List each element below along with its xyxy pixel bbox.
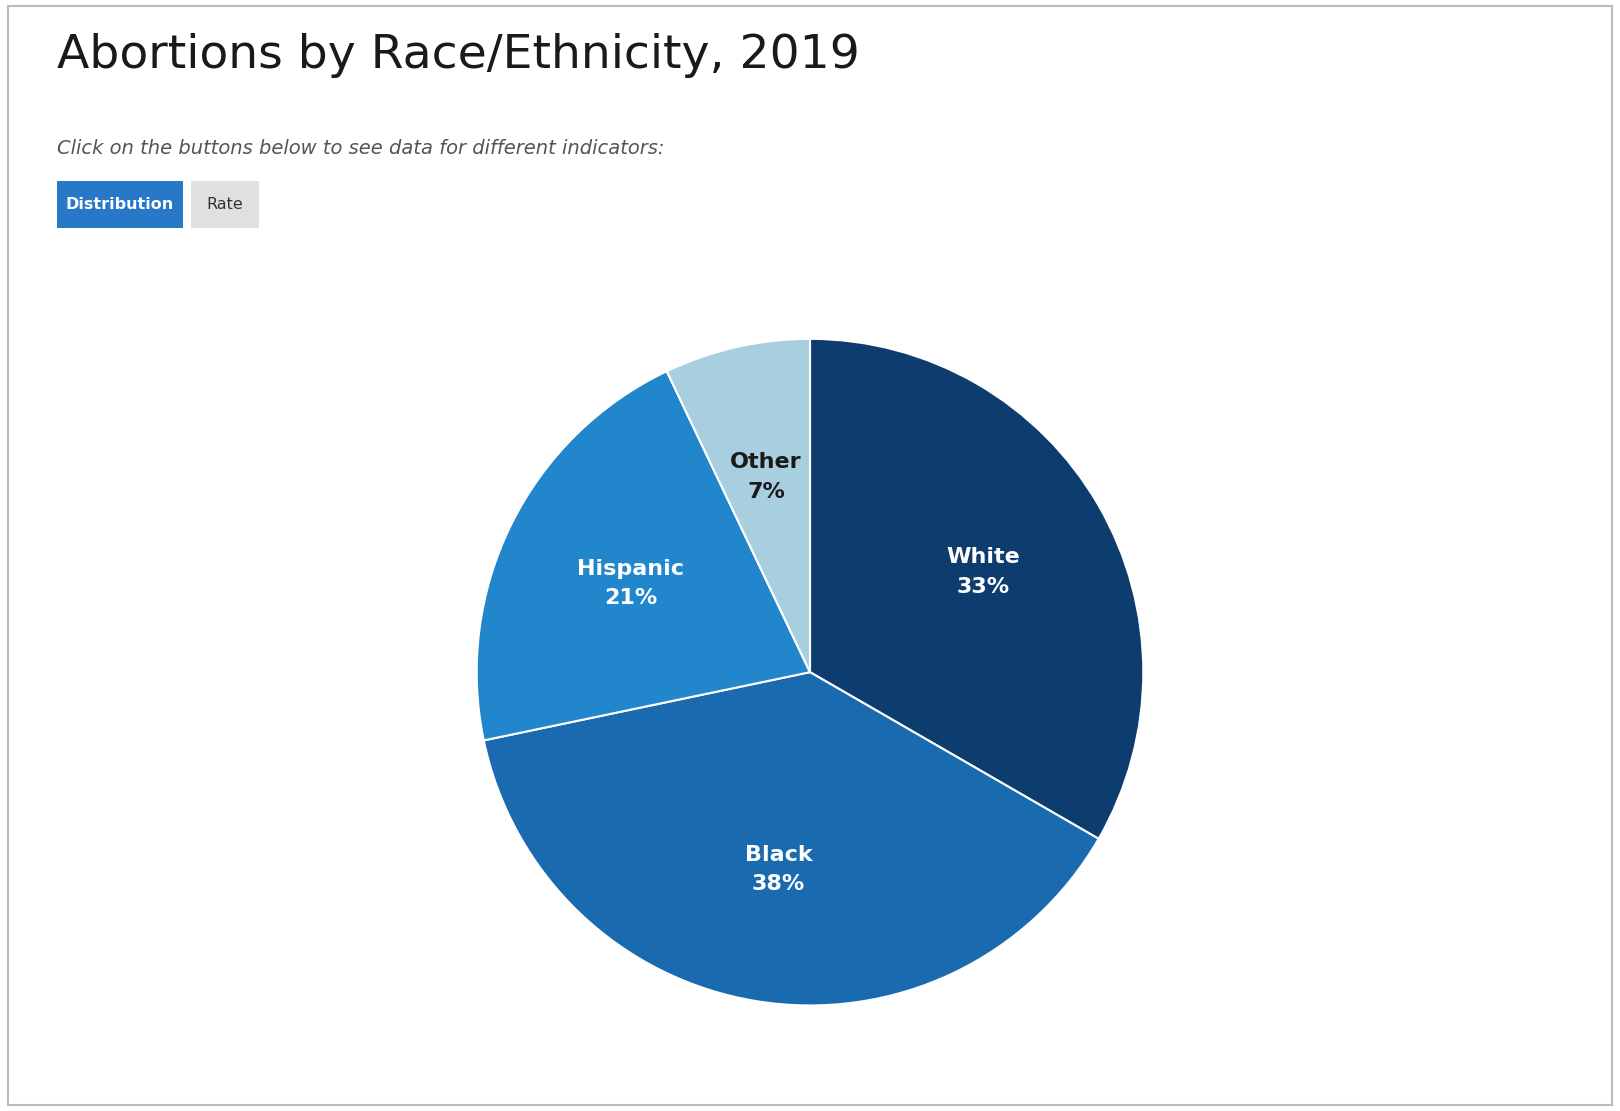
Text: Click on the buttons below to see data for different indicators:: Click on the buttons below to see data f…	[57, 139, 664, 158]
Text: Black
38%: Black 38%	[745, 844, 812, 894]
Text: Other
7%: Other 7%	[731, 452, 802, 502]
Text: Abortions by Race/Ethnicity, 2019: Abortions by Race/Ethnicity, 2019	[57, 33, 860, 79]
Wedge shape	[484, 672, 1098, 1005]
Text: Distribution: Distribution	[66, 197, 173, 212]
Wedge shape	[476, 371, 810, 740]
Text: Hispanic
21%: Hispanic 21%	[577, 559, 684, 608]
Wedge shape	[810, 339, 1144, 839]
Wedge shape	[667, 339, 810, 672]
Text: White
33%: White 33%	[946, 548, 1021, 597]
Text: Rate: Rate	[207, 197, 243, 212]
